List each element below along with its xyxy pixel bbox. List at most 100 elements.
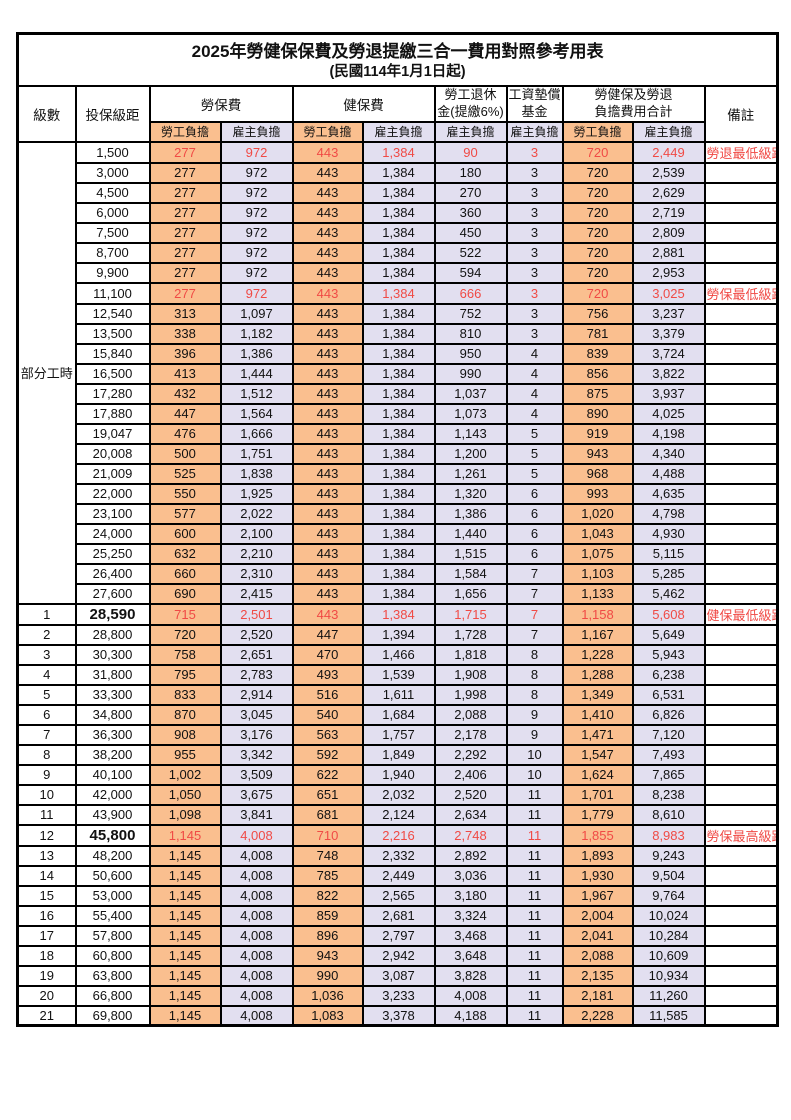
cell-health-employee: 443 bbox=[291, 161, 364, 184]
cell-level: 7 bbox=[16, 723, 77, 746]
cell-bracket: 42,000 bbox=[74, 783, 151, 806]
cell-bracket: 27,600 bbox=[74, 582, 151, 605]
cell-health-employee: 470 bbox=[291, 643, 364, 666]
cell-pension-employer: 1,728 bbox=[433, 623, 508, 646]
cell-remark: 勞保最低級距 bbox=[703, 281, 779, 305]
cell-pension-employer: 1,818 bbox=[433, 643, 508, 666]
cell-total-employee: 1,967 bbox=[561, 884, 634, 907]
cell-health-employer: 2,449 bbox=[361, 864, 436, 887]
cell-remark bbox=[703, 984, 779, 1007]
cell-health-employer: 1,384 bbox=[361, 562, 436, 585]
cell-labor-employer: 1,182 bbox=[219, 322, 294, 345]
cell-bracket: 53,000 bbox=[74, 884, 151, 907]
cell-bracket: 36,300 bbox=[74, 723, 151, 746]
col-header-level: 級數 bbox=[16, 84, 77, 143]
table-row: 21,009 525 1,838 443 1,384 1,261 5 968 4,488 bbox=[18, 462, 779, 485]
table-row: 12,540 313 1,097 443 1,384 752 3 756 3,237 bbox=[18, 302, 779, 325]
cell-health-employee: 822 bbox=[291, 884, 364, 907]
cell-bracket: 40,100 bbox=[74, 763, 151, 786]
cell-total-employer: 5,943 bbox=[631, 643, 706, 666]
cell-fund-employer: 9 bbox=[505, 703, 564, 726]
cell-level: 5 bbox=[16, 683, 77, 706]
cell-health-employee: 443 bbox=[291, 241, 364, 264]
cell-health-employer: 1,384 bbox=[361, 402, 436, 425]
cell-labor-employee: 277 bbox=[148, 181, 222, 204]
cell-health-employee: 443 bbox=[291, 181, 364, 204]
table-row: 20,008 500 1,751 443 1,384 1,200 5 943 4,340 bbox=[18, 442, 779, 465]
table-row: 27,600 690 2,415 443 1,384 1,656 7 1,133 5,462 bbox=[18, 582, 779, 605]
cell-health-employer: 1,384 bbox=[361, 602, 436, 626]
cell-health-employee: 622 bbox=[291, 763, 364, 786]
cell-labor-employee: 577 bbox=[148, 502, 222, 525]
cell-remark bbox=[703, 442, 779, 465]
table-row: 4 31,800 795 2,783 493 1,539 1,908 8 1,288 6,238 bbox=[16, 663, 779, 686]
cell-total-employee: 943 bbox=[561, 442, 634, 465]
cell-total-employer: 5,462 bbox=[631, 582, 706, 605]
cell-labor-employee: 758 bbox=[148, 643, 222, 666]
table-body: 部分工時 1,500 277 972 443 1,384 90 3 720 2,449 勞退最低級距… bbox=[16, 140, 779, 1027]
cell-total-employee: 720 bbox=[561, 140, 634, 164]
cell-total-employee: 1,288 bbox=[561, 663, 634, 686]
cell-bracket: 38,200 bbox=[74, 743, 151, 766]
cell-fund-employer: 11 bbox=[505, 904, 564, 927]
cell-total-employer: 10,934 bbox=[631, 964, 706, 987]
cell-bracket: 60,800 bbox=[74, 944, 151, 967]
cell-bracket: 26,400 bbox=[74, 562, 151, 585]
cell-labor-employer: 3,841 bbox=[219, 803, 294, 826]
cell-health-employer: 2,797 bbox=[361, 924, 436, 947]
table-row: 5 33,300 833 2,914 516 1,611 1,998 8 1,349 6,531 bbox=[16, 683, 779, 706]
cell-total-employer: 10,609 bbox=[631, 944, 706, 967]
cell-bracket: 21,009 bbox=[74, 462, 151, 485]
cell-labor-employer: 4,008 bbox=[219, 964, 294, 987]
table-row: 4,500 277 972 443 1,384 270 3 720 2,629 bbox=[18, 181, 779, 204]
cell-bracket: 4,500 bbox=[74, 181, 151, 204]
table-row: 13 48,200 1,145 4,008 748 2,332 2,892 11 1,893 9,… bbox=[16, 844, 779, 867]
table-row: 9,900 277 972 443 1,384 594 3 720 2,953 bbox=[18, 261, 779, 284]
page-title: 2025年勞健保保費及勞退提繳三合一費用對照參考用表 bbox=[191, 41, 604, 61]
table-row: 14 50,600 1,145 4,008 785 2,449 3,036 11 1,930 9,… bbox=[16, 864, 779, 887]
cell-total-employee: 2,088 bbox=[561, 944, 634, 967]
cell-level: 18 bbox=[16, 944, 77, 967]
sub-header-pension-employer: 雇主負擔 bbox=[433, 120, 508, 143]
table-row: 12 45,800 1,145 4,008 710 2,216 2,748 11 1,855 8,… bbox=[16, 823, 779, 847]
cell-bracket: 23,100 bbox=[74, 502, 151, 525]
cell-bracket: 8,700 bbox=[74, 241, 151, 264]
cell-total-employee: 1,020 bbox=[561, 502, 634, 525]
cell-bracket: 15,840 bbox=[74, 342, 151, 365]
cell-level: 9 bbox=[16, 763, 77, 786]
cell-total-employer: 7,120 bbox=[631, 723, 706, 746]
cell-remark bbox=[703, 402, 779, 425]
cell-pension-employer: 3,180 bbox=[433, 884, 508, 907]
cell-total-employer: 5,649 bbox=[631, 623, 706, 646]
cell-health-employee: 443 bbox=[291, 482, 364, 505]
cell-remark bbox=[703, 803, 779, 826]
cell-level: 17 bbox=[16, 924, 77, 947]
cell-labor-employee: 1,145 bbox=[148, 944, 222, 967]
cell-pension-employer: 3,036 bbox=[433, 864, 508, 887]
cell-total-employee: 839 bbox=[561, 342, 634, 365]
cell-bracket: 57,800 bbox=[74, 924, 151, 947]
cell-labor-employee: 690 bbox=[148, 582, 222, 605]
table-row: 8 38,200 955 3,342 592 1,849 2,292 10 1,547 7,493 bbox=[16, 743, 779, 766]
cell-total-employer: 4,198 bbox=[631, 422, 706, 445]
cell-total-employer: 3,822 bbox=[631, 362, 706, 385]
cell-pension-employer: 2,292 bbox=[433, 743, 508, 766]
cell-remark bbox=[703, 462, 779, 485]
cell-labor-employee: 277 bbox=[148, 201, 222, 224]
cell-labor-employee: 550 bbox=[148, 482, 222, 505]
cell-total-employer: 2,809 bbox=[631, 221, 706, 244]
cell-health-employee: 443 bbox=[291, 402, 364, 425]
cell-bracket: 28,590 bbox=[74, 602, 151, 626]
cell-level: 21 bbox=[16, 1004, 77, 1027]
table-row: 21 69,800 1,145 4,008 1,083 3,378 4,188 11 2,228… bbox=[16, 1004, 779, 1027]
cell-health-employee: 443 bbox=[291, 462, 364, 485]
cell-health-employer: 2,216 bbox=[361, 823, 436, 847]
cell-total-employer: 8,983 bbox=[631, 823, 706, 847]
cell-total-employer: 3,937 bbox=[631, 382, 706, 405]
cell-labor-employer: 4,008 bbox=[219, 944, 294, 967]
cell-health-employee: 443 bbox=[291, 342, 364, 365]
cell-fund-employer: 3 bbox=[505, 181, 564, 204]
cell-pension-employer: 3,828 bbox=[433, 964, 508, 987]
cell-health-employer: 1,384 bbox=[361, 442, 436, 465]
cell-total-employer: 2,539 bbox=[631, 161, 706, 184]
